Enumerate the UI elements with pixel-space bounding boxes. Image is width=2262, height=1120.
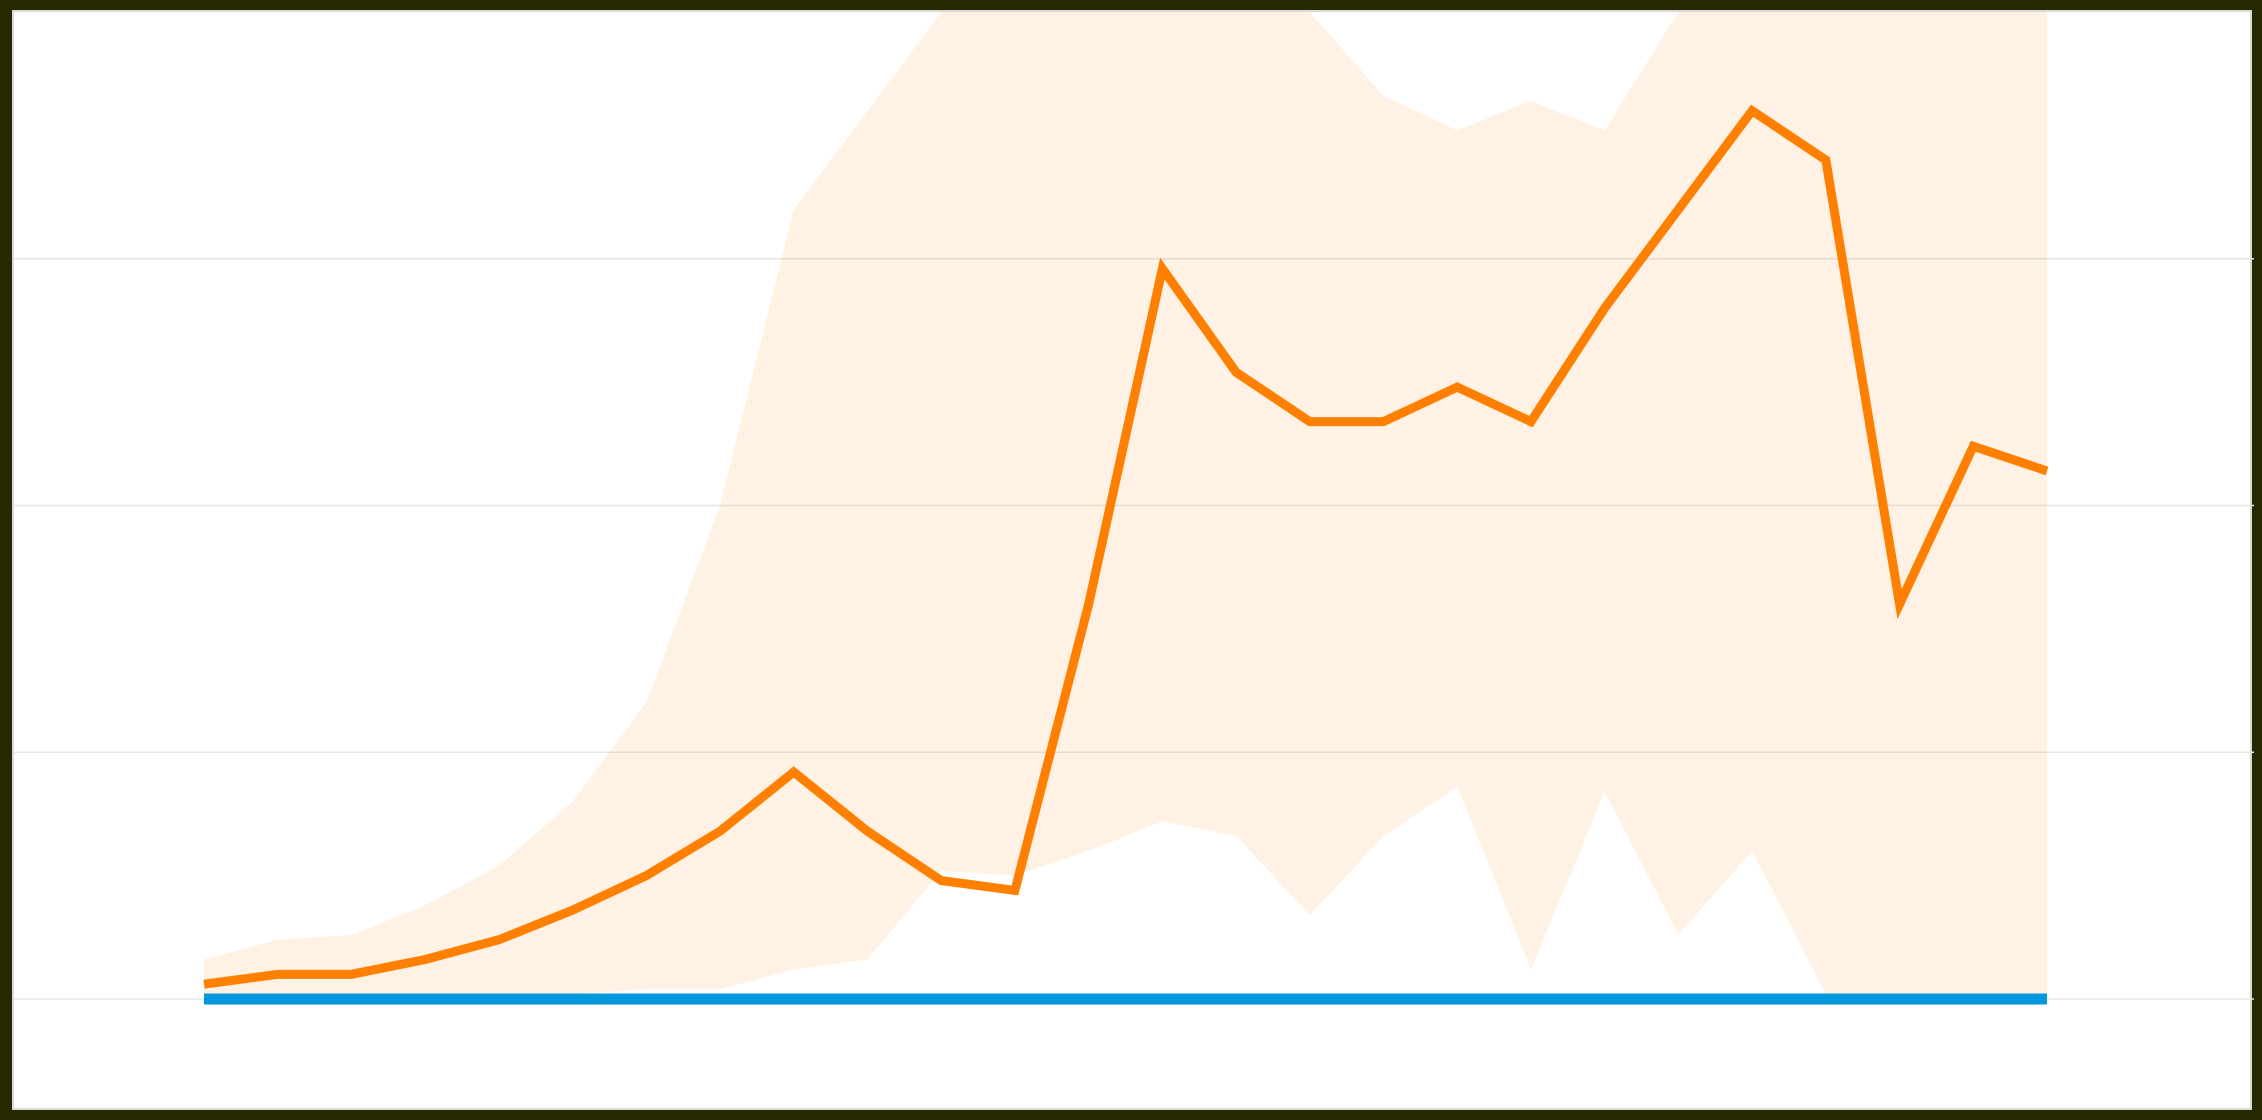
line-chart <box>14 12 2254 1005</box>
series-line-1 <box>203 104 2049 989</box>
series-lines <box>203 104 2049 1005</box>
chart-canvas <box>12 10 2254 1110</box>
confidence-band <box>204 12 2047 999</box>
band-area <box>204 12 2047 999</box>
